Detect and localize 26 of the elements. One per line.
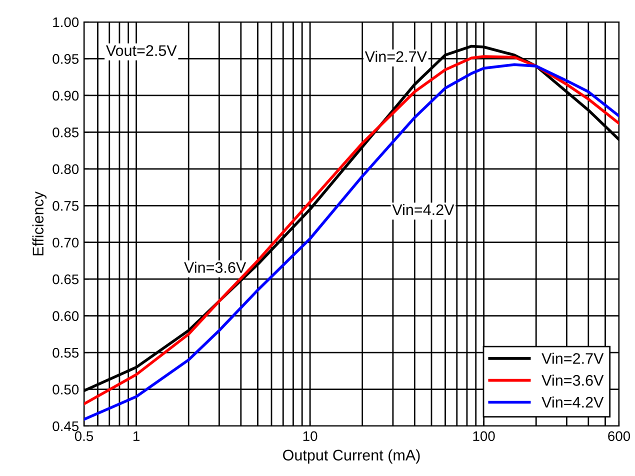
y-axis-title: Efficiency [32,191,47,256]
y-tick-label: 0.85 [52,128,79,138]
y-tick-label: 0.55 [52,348,79,358]
x-tick-label: 100 [473,431,495,442]
y-tick-label: 0.95 [52,54,79,64]
y-tick-label: 0.90 [52,90,79,101]
legend-label: Vin=3.6V [542,374,604,386]
annotation: Vin=4.2V [392,204,454,216]
x-axis-title: Output Current (mA) [283,449,420,464]
y-tick-label: 0.75 [52,200,79,211]
y-tick-label: 1.00 [53,17,79,28]
x-tick-label: 0.5 [74,431,94,442]
y-tick-label: 0.80 [52,164,79,174]
annotation: Vin=3.6V [184,262,246,273]
x-tick-label: 10 [303,431,318,442]
x-tick-label: 1 [134,431,140,441]
annotation: Vin=2.7V [364,50,427,62]
y-tick-label: 0.50 [52,384,79,394]
y-tick-label: 0.60 [52,311,79,321]
y-tick-label: 0.65 [52,274,79,284]
y-tick-label: 0.45 [52,421,79,432]
legend-label: Vin=4.2V [542,396,604,408]
y-tick-label: 0.70 [52,238,79,248]
x-tick-label: 600 [608,431,630,442]
annotation: Vout=2.5V [106,45,177,56]
legend-label: Vin=2.7V [542,352,604,364]
